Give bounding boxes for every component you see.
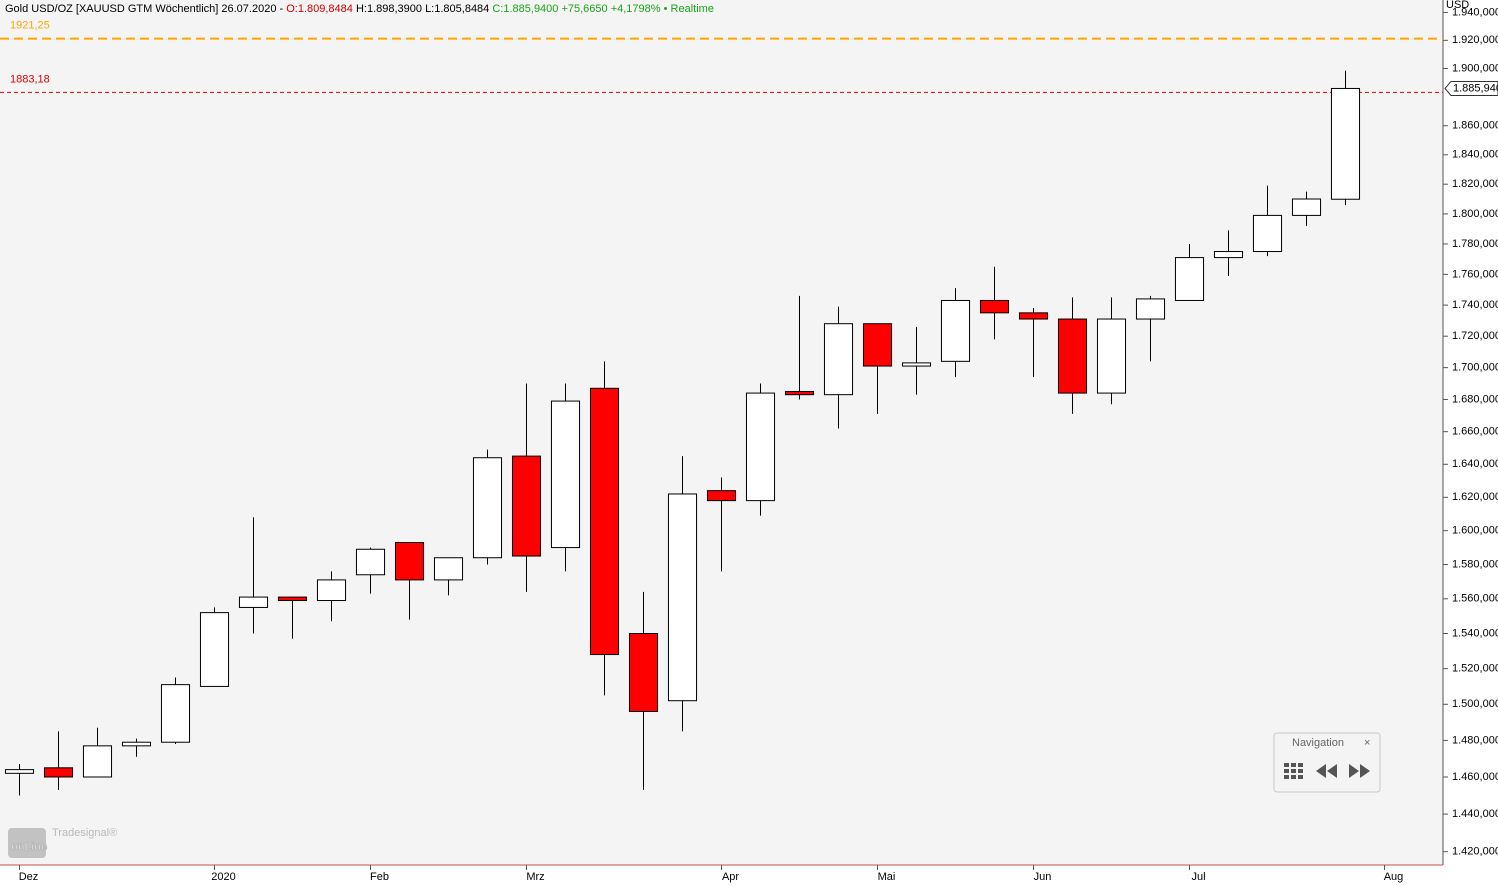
candle-body [862, 323, 893, 367]
navigation-forward-button[interactable] [1349, 764, 1370, 778]
candle-body [667, 493, 698, 702]
y-tick-label: 1.920,000 [1452, 34, 1498, 46]
y-axis-area [1443, 0, 1498, 886]
candle-body [1096, 318, 1127, 394]
candle-body [1135, 298, 1166, 320]
y-tick-label: 1.600,000 [1452, 525, 1498, 537]
candle-body [979, 299, 1010, 314]
candle-body [160, 684, 191, 743]
candle-body [589, 387, 620, 656]
y-tick-label: 1.520,000 [1452, 663, 1498, 675]
candle-body [823, 323, 854, 396]
logo-small: Tradesignal® [52, 827, 117, 839]
y-tick-label: 1.440,000 [1452, 808, 1498, 820]
candle-body [1213, 251, 1244, 259]
realtime-dot: • [664, 3, 668, 15]
y-tick-label: 1.500,000 [1452, 698, 1498, 710]
y-tick-label: 1.840,000 [1452, 149, 1498, 161]
x-tick-label: 2020 [211, 871, 235, 883]
last-price-label: 1.885,940 [1453, 82, 1498, 94]
y-tick-label: 1.620,000 [1452, 491, 1498, 503]
candle-body [1330, 87, 1361, 200]
candle-body [277, 596, 308, 602]
last-price-marker [1444, 80, 1498, 96]
navigation-grid-button[interactable] [1284, 763, 1303, 779]
candle-body [745, 392, 776, 502]
candle-body [901, 362, 932, 367]
y-tick-label: 1.740,000 [1452, 299, 1498, 311]
reference-label: 1883,18 [10, 73, 50, 85]
chart-title: Gold USD/OZ [XAUUSD GTM Wöchentlich] 26.… [5, 3, 283, 15]
y-tick-label: 1.720,000 [1452, 330, 1498, 342]
x-tick-label: Mai [878, 871, 896, 883]
candle-body [1018, 312, 1049, 320]
y-tick-label: 1.660,000 [1452, 426, 1498, 438]
y-tick-label: 1.940,000 [1452, 6, 1498, 18]
plot-area [0, 0, 1443, 865]
y-tick-label: 1.780,000 [1452, 238, 1498, 250]
header: Gold USD/OZ [XAUUSD GTM Wöchentlich] 26.… [5, 3, 714, 15]
candle-body [1057, 318, 1088, 394]
high-low-label: H:1.898,3900 L:1.805,8484 [356, 3, 489, 15]
candle-body [1252, 214, 1283, 253]
y-tick-label: 1.420,000 [1452, 846, 1498, 858]
candle-body [1174, 257, 1205, 301]
candle-body [1291, 198, 1322, 216]
x-tick-label: Jul [1191, 871, 1205, 883]
candle-body [472, 457, 503, 559]
y-tick-label: 1.640,000 [1452, 458, 1498, 470]
x-tick-label: Dez [19, 871, 39, 883]
candle-body [628, 633, 659, 712]
x-tick-label: Apr [722, 871, 739, 883]
y-tick-label: 1.580,000 [1452, 558, 1498, 570]
candle-body [940, 299, 971, 362]
logo: Tradesignal® onLine [8, 827, 117, 858]
candle-body [433, 557, 464, 581]
candle-body [706, 490, 737, 502]
y-tick-label: 1.820,000 [1452, 178, 1498, 190]
x-tick-label: Mrz [526, 871, 544, 883]
close-label: C:1.885,9400 +75,6650 +4,1798% [492, 3, 660, 15]
y-tick-label: 1.460,000 [1452, 771, 1498, 783]
candle-body [355, 548, 386, 576]
x-tick-label: Jun [1034, 871, 1052, 883]
y-tick-label: 1.760,000 [1452, 268, 1498, 280]
realtime-label: Realtime [671, 3, 714, 15]
candle-body [121, 741, 152, 747]
candle-body [199, 612, 230, 687]
y-tick-label: 1.700,000 [1452, 362, 1498, 374]
candle-body [43, 767, 74, 778]
currency-label: USD [1446, 0, 1469, 11]
y-tick-label: 1.860,000 [1452, 120, 1498, 132]
x-tick-label: Feb [370, 871, 389, 883]
candle-body [550, 400, 581, 549]
candle-body [82, 745, 113, 778]
y-tick-label: 1.560,000 [1452, 593, 1498, 605]
open-label: O:1.809,8484 [286, 3, 353, 15]
y-tick-label: 1.540,000 [1452, 627, 1498, 639]
candle-body [4, 769, 35, 774]
logo-badge [8, 828, 46, 858]
x-tick-label: Aug [1384, 871, 1404, 883]
navigation-back-button[interactable] [1316, 764, 1337, 778]
y-tick-label: 1.800,000 [1452, 208, 1498, 220]
candle-body [394, 541, 425, 581]
y-tick-label: 1.480,000 [1452, 734, 1498, 746]
candle-body [316, 579, 347, 602]
candle-body [238, 596, 269, 608]
logo-big: onLine [11, 841, 47, 853]
navigation-title: Navigation [1292, 737, 1344, 749]
reference-label: 1921,25 [10, 19, 50, 31]
y-tick-label: 1.900,000 [1452, 62, 1498, 74]
y-tick-label: 1.680,000 [1452, 393, 1498, 405]
candle-body [784, 390, 815, 396]
navigation-close[interactable]: × [1364, 737, 1370, 749]
candle-body [511, 455, 542, 557]
navigation-panel: Navigation × [1273, 732, 1381, 793]
